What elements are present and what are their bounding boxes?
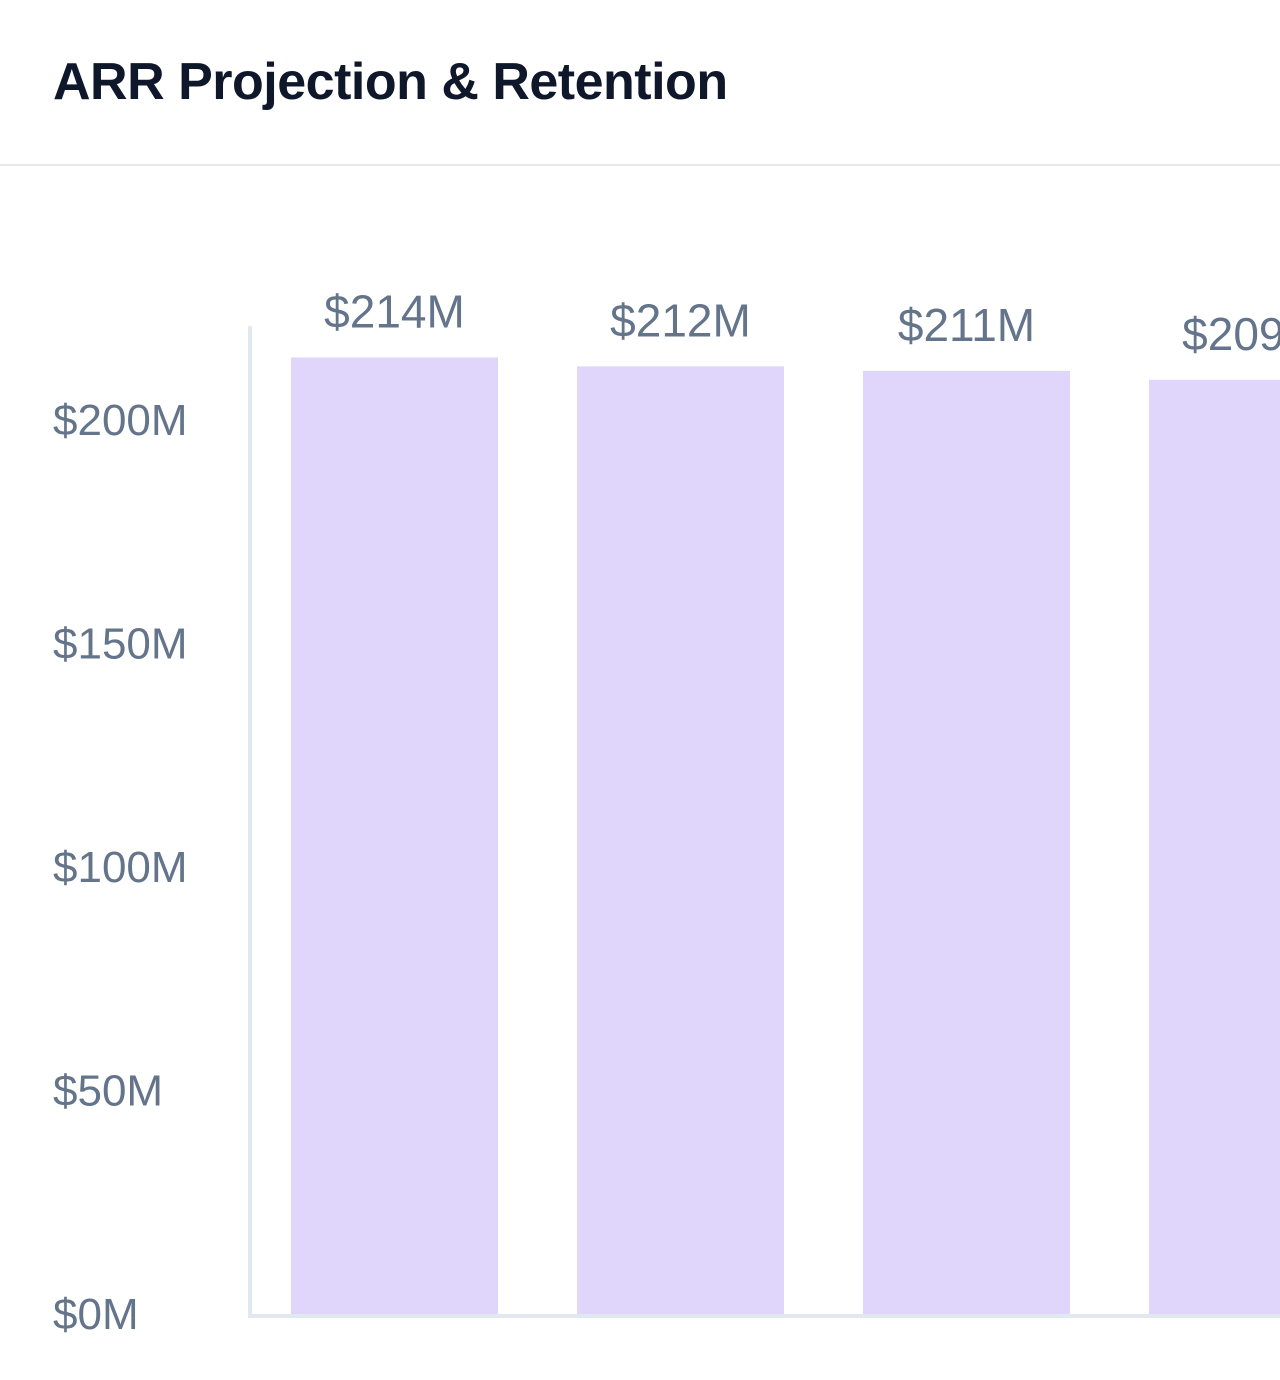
y-tick-label: $50M (53, 1067, 163, 1116)
chart-header: ARR Projection & Retention (0, 0, 1280, 166)
page-title: ARR Projection & Retention (53, 53, 728, 111)
bar[interactable] (1149, 379, 1280, 1314)
bars-group (291, 357, 1280, 1315)
bar-value-label: $211M (898, 299, 1035, 351)
y-tick-label: $150M (53, 620, 188, 669)
bar[interactable] (291, 357, 498, 1314)
y-axis-tick-labels: $0M $50M $100M $150M $200M (53, 396, 188, 1339)
y-tick-label: $200M (53, 396, 188, 445)
y-tick-label: $100M (53, 843, 188, 892)
bar[interactable] (577, 366, 784, 1314)
bar-value-label: $214M (324, 285, 465, 337)
bar-value-label: $209M (1182, 308, 1280, 360)
y-tick-label: $0M (53, 1290, 139, 1339)
bar-value-labels: $214M $212M $211M $209M (324, 285, 1280, 359)
bar-value-label: $212M (610, 294, 751, 346)
bar[interactable] (863, 370, 1070, 1315)
